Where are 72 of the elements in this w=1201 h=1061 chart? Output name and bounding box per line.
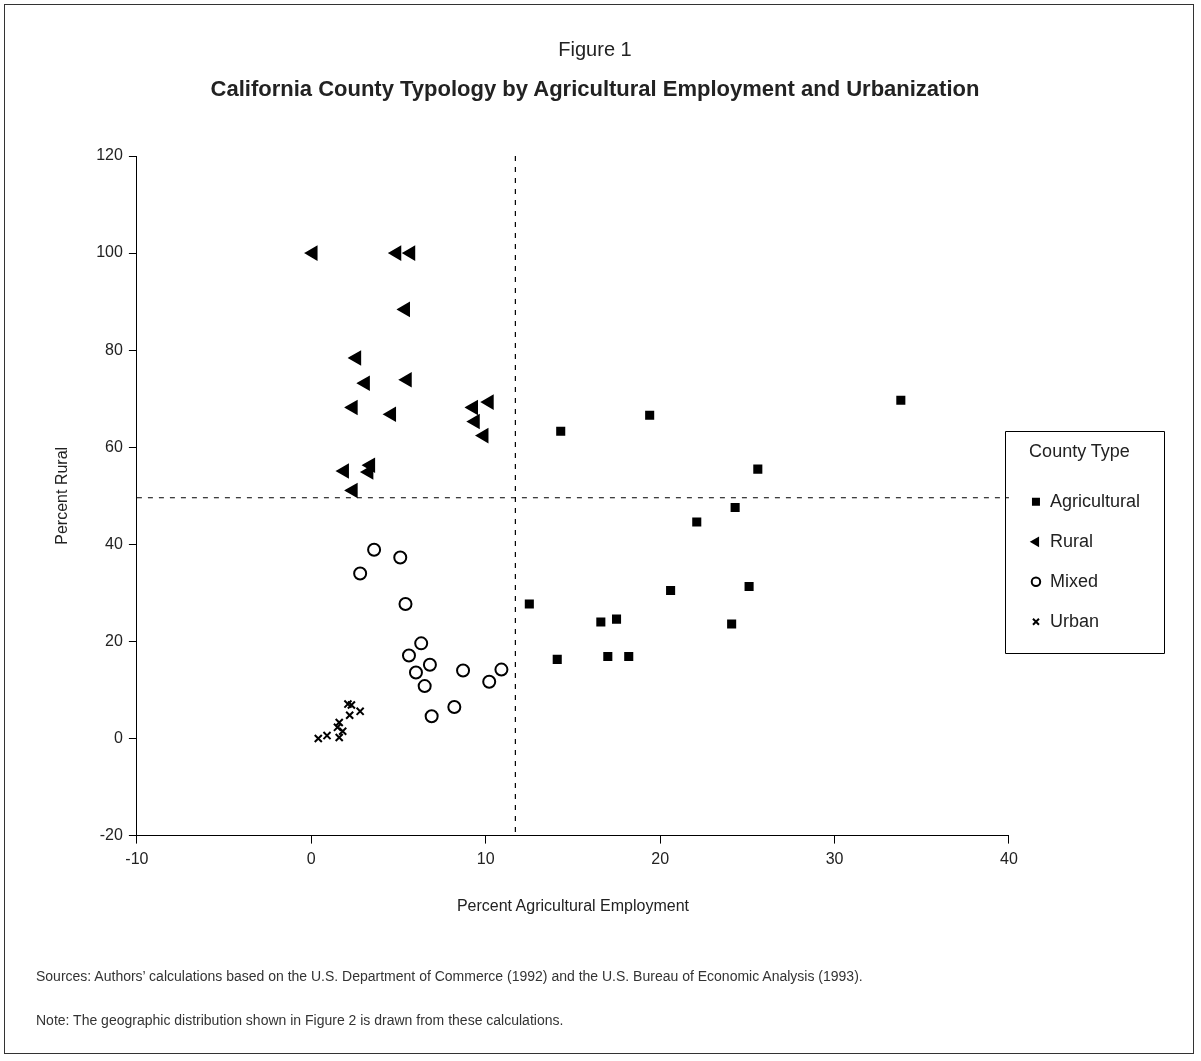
point [408,665,423,680]
y-tick-label: 60 [105,437,123,455]
point [481,395,494,410]
point [393,550,408,565]
legend-label: Agricultural [1049,490,1141,511]
x-tick-label: 0 [306,849,316,867]
y-tick-label: 120 [96,146,123,164]
point [692,517,702,527]
y-tick-label: 80 [105,340,123,358]
point [456,663,471,678]
y-tick-label: -20 [99,826,123,844]
point [399,372,412,387]
point [417,679,432,694]
point [730,502,740,512]
point [398,597,413,612]
x-tick-label: 40 [1000,849,1018,867]
point [336,463,349,479]
y-tick-label: 40 [105,534,123,552]
y-tick-label: 0 [113,728,123,746]
point [367,542,382,557]
chart-title: Figure 1 [557,38,633,61]
point [612,614,622,624]
x-tick-label: 20 [651,849,670,867]
point [402,246,416,261]
point [424,709,439,724]
point [422,657,437,672]
point [753,464,763,474]
x-tick-label: 10 [476,849,495,867]
point [322,731,332,741]
point [447,699,462,714]
point [552,654,562,664]
point [345,400,358,415]
point [313,733,323,744]
point [357,376,370,391]
point [467,414,480,429]
chart-subtitle: California County Typology by Agricultural Employment and Urbanization [209,76,981,102]
point [348,350,362,365]
point [397,302,410,317]
point [727,619,737,629]
point [305,246,318,261]
point [596,617,606,627]
point [353,566,368,581]
legend-label: Rural [1049,530,1093,551]
x-axis-title: Percent Agricultural Employment [456,896,690,914]
point [465,400,479,415]
point [475,428,489,443]
x-tick-label: 30 [825,849,844,867]
x-tick-label: -10 [125,849,149,867]
point [603,651,613,662]
point [482,674,497,689]
legend-label: Urban [1049,610,1099,631]
text: Note: The geographic distribution shown in Figure 2 is drawn from these calculations. [36,1012,564,1028]
point [414,636,429,651]
legend-title: County Type [1029,441,1130,462]
point [744,582,754,592]
legend-label: Mixed [1049,570,1098,591]
point [494,662,509,677]
point [524,599,534,609]
point [388,246,402,261]
source-note: Sources: Authors’ calculations based on the U.S. Department of Commerce (1992) and the U.S. Bureau of Economic Analysis (1993). [36,968,863,984]
y-tick-label: 100 [96,243,123,261]
y-axis-title: Percent Rural [53,446,71,545]
point [355,706,365,716]
point [401,648,416,663]
point [666,585,676,595]
y-tick-label: 20 [105,631,123,649]
point [345,483,358,498]
point [383,407,397,422]
point [896,395,906,405]
point [556,426,566,436]
point [645,410,655,420]
point [624,651,634,662]
